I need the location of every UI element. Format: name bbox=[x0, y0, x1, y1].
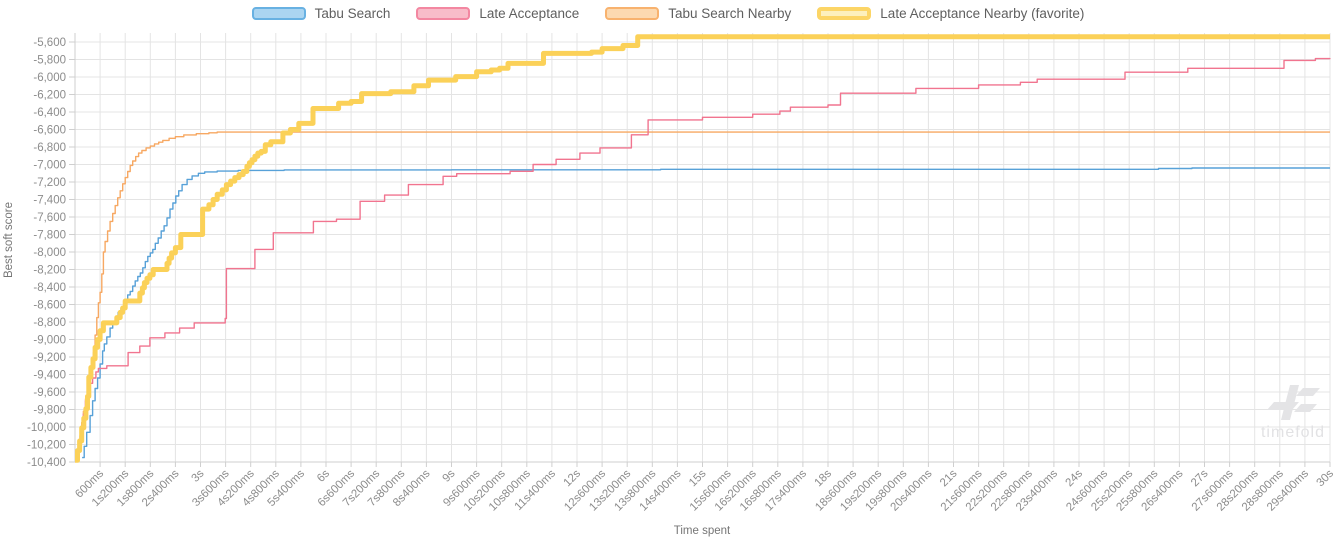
data-series bbox=[75, 34, 1331, 463]
y-tick-label: -10,400 bbox=[27, 457, 66, 469]
y-tick-label: -7,400 bbox=[33, 195, 66, 207]
y-tick-label: -9,000 bbox=[33, 335, 66, 347]
x-tick-label: 6s bbox=[315, 467, 332, 484]
y-tick-label: -8,800 bbox=[33, 317, 66, 329]
legend-item-tabu-search[interactable]: Tabu Search bbox=[251, 6, 391, 21]
y-tick-label: -6,200 bbox=[33, 90, 66, 102]
y-tick-label: -7,000 bbox=[33, 160, 66, 172]
y-tick-label: -7,200 bbox=[33, 177, 66, 189]
legend-item-late-acceptance-nearby-favorite[interactable]: Late Acceptance Nearby (favorite) bbox=[817, 6, 1084, 21]
axis-tick-labels: -5,600 -5,800 -6,000 -6,200 -6,400 -6,600 -6,8… bbox=[27, 37, 1336, 514]
legend-label: Late Acceptance bbox=[479, 6, 580, 21]
legend-label: Tabu Search bbox=[314, 6, 391, 21]
y-tick-label: -6,800 bbox=[33, 142, 66, 154]
series-tabu-search bbox=[82, 167, 1330, 459]
y-tick-label: -9,800 bbox=[33, 405, 66, 417]
y-tick-label: -5,800 bbox=[33, 55, 66, 67]
series-late-acceptance bbox=[75, 57, 1331, 459]
y-tick-label: -9,600 bbox=[33, 387, 66, 399]
y-tick-label: -6,600 bbox=[33, 125, 66, 137]
chart-legend: Tabu Search Late Acceptance Tabu Search Ne… bbox=[0, 6, 1336, 21]
legend-item-tabu-search-nearby[interactable]: Tabu Search Nearby bbox=[605, 6, 791, 21]
y-tick-label: -7,600 bbox=[33, 212, 66, 224]
legend-swatch bbox=[605, 7, 660, 20]
watermark-text: timefold bbox=[1261, 424, 1325, 441]
legend-swatch bbox=[817, 7, 872, 20]
y-tick-label: -9,200 bbox=[33, 352, 66, 364]
y-tick-label: -6,000 bbox=[33, 72, 66, 84]
y-axis-title: Best soft score bbox=[3, 202, 15, 278]
y-tick-label: -7,800 bbox=[33, 230, 66, 242]
axis-ticks bbox=[69, 41, 1331, 467]
y-tick-label: -8,400 bbox=[33, 282, 66, 294]
y-tick-label: -9,400 bbox=[33, 370, 66, 382]
y-tick-label: -8,200 bbox=[33, 265, 66, 277]
y-tick-label: -10,000 bbox=[27, 422, 66, 434]
y-tick-label: -6,400 bbox=[33, 107, 66, 119]
legend-swatch bbox=[251, 7, 306, 20]
legend-label: Tabu Search Nearby bbox=[668, 6, 792, 21]
x-tick-label: 3s bbox=[190, 467, 207, 484]
legend-label: Late Acceptance Nearby (favorite) bbox=[880, 6, 1085, 21]
timefold-watermark: timefold bbox=[1261, 385, 1325, 441]
y-tick-label: -8,000 bbox=[33, 247, 66, 259]
x-axis-title: Time spent bbox=[674, 525, 731, 537]
legend-swatch bbox=[416, 7, 471, 20]
series-late-acceptance-nearby-favorite bbox=[75, 34, 1330, 463]
x-tick-label: 9s bbox=[441, 467, 458, 484]
y-tick-label: -10,200 bbox=[27, 440, 66, 452]
legend-item-late-acceptance[interactable]: Late Acceptance bbox=[416, 6, 579, 21]
y-tick-label: -5,600 bbox=[33, 37, 66, 49]
y-tick-label: -8,600 bbox=[33, 300, 66, 312]
grid-lines bbox=[74, 33, 1331, 463]
timefold-logo-icon bbox=[1267, 385, 1320, 420]
x-tick-label: 30s bbox=[1315, 467, 1336, 489]
